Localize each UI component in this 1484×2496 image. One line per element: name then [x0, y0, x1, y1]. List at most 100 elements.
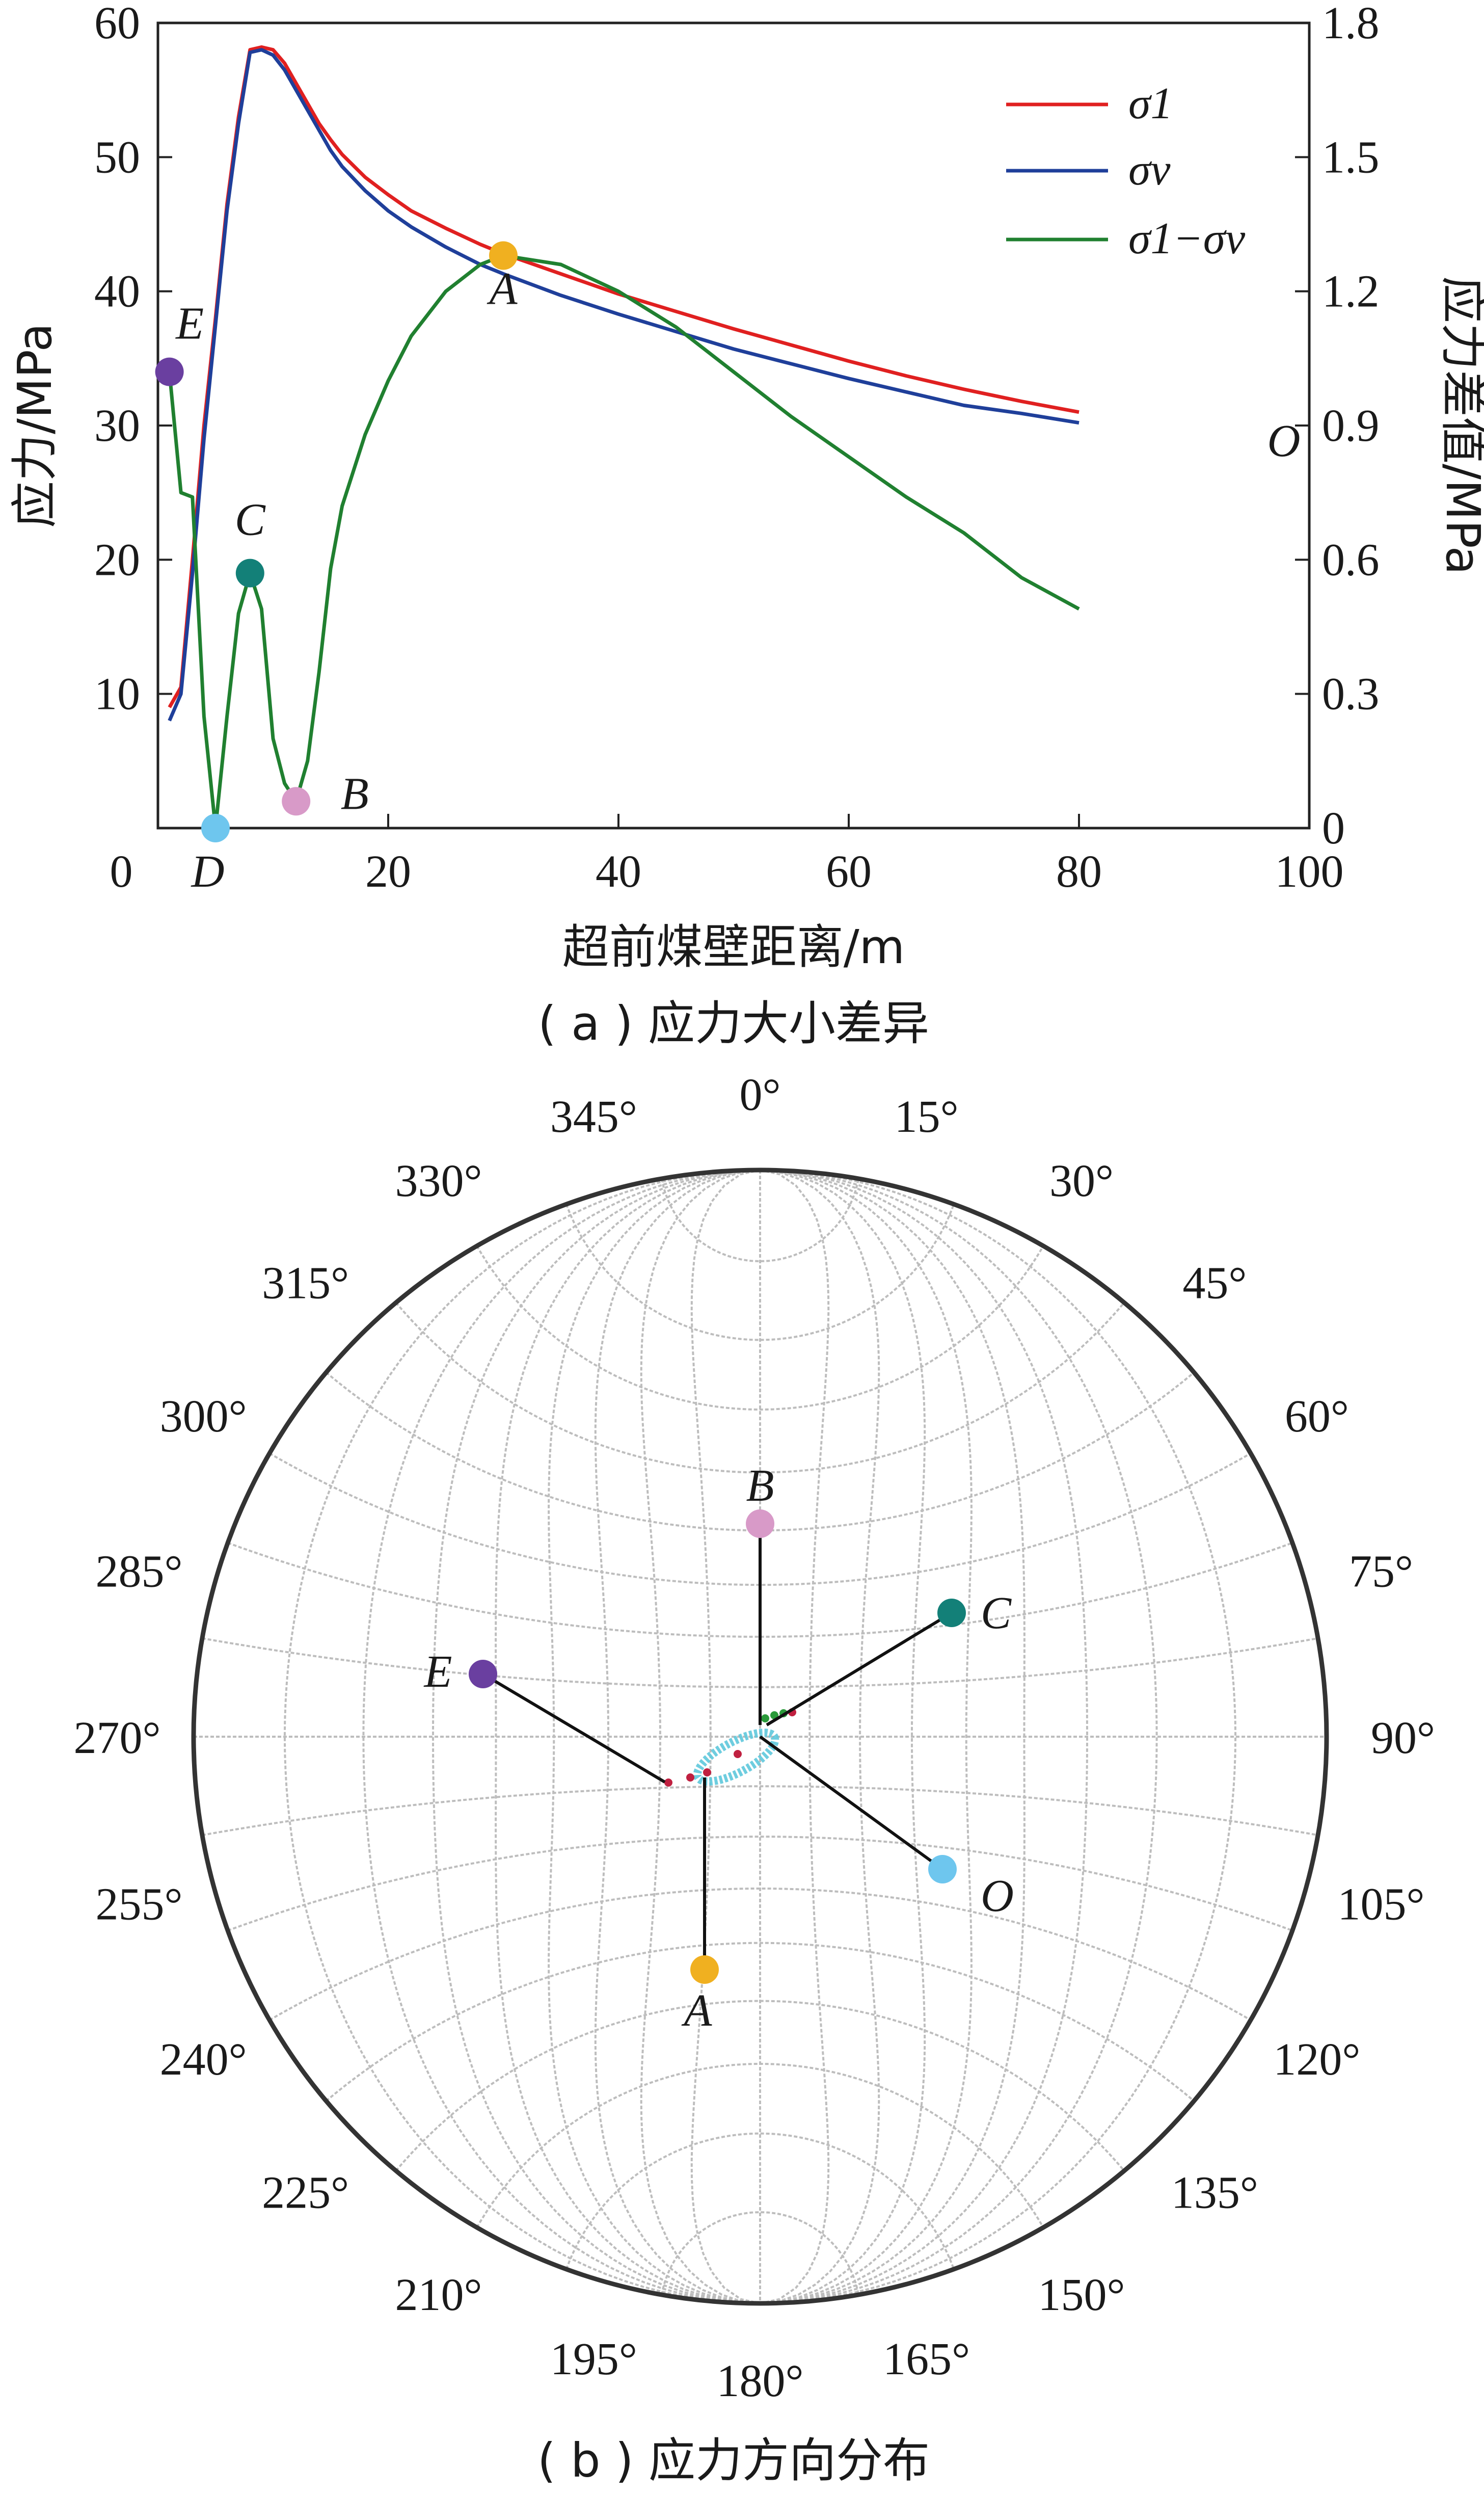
y2-tick-label: 1.5 — [1322, 132, 1380, 182]
red-marker — [664, 1778, 672, 1787]
azimuth-label: 240° — [160, 2034, 247, 2085]
azimuth-label: 60° — [1285, 1391, 1349, 1442]
y-axis-label: 应力/MPa — [8, 323, 62, 528]
x-tick-label: 60 — [826, 846, 872, 897]
y-tick-label: 50 — [94, 132, 140, 182]
tick-labels: 0 20 40 60 80 100 10 20 30 40 50 60 0 0.3 0.6 0.9 1.2 1.5… — [94, 0, 1380, 897]
series-line — [168, 48, 1080, 722]
meridian — [760, 1170, 1237, 2303]
azimuth-label: 120° — [1273, 2034, 1360, 2085]
y-tick-label: 20 — [94, 535, 140, 585]
stereonet-grid — [194, 1170, 1327, 2303]
parallel — [325, 1942, 1195, 2102]
x-axis-label: 超前煤壁距离/m — [562, 920, 905, 974]
point-A — [690, 1955, 719, 1984]
point-B — [746, 1509, 774, 1538]
point-E — [469, 1660, 497, 1688]
parallel — [227, 1836, 1293, 1932]
legend: σ1 σv σ1−σv — [1006, 79, 1246, 263]
azimuth-label: 210° — [395, 2270, 482, 2320]
stress-magnitude-chart: 0 20 40 60 80 100 10 20 30 40 50 60 0 0.3 0.6 0.9 1.2 1.5… — [8, 0, 1484, 1051]
azimuth-label: 330° — [395, 1156, 482, 1206]
y2-tick-label: 0 — [1322, 803, 1345, 854]
y2-axis-label: 应力差值/MPa — [1436, 276, 1484, 575]
y2-tick-label: 0.6 — [1322, 535, 1380, 585]
leader-line-C — [766, 1611, 953, 1727]
legend-label-sigma1: σ1 — [1128, 79, 1173, 128]
label-O: O — [981, 1871, 1014, 1921]
legend-label-diff: σ1−σv — [1128, 214, 1246, 263]
label-D: D — [191, 846, 225, 897]
azimuth-label: 255° — [96, 1879, 183, 1930]
azimuth-label: 225° — [262, 2167, 349, 2218]
x-tick-label: 20 — [365, 846, 411, 897]
parallel — [565, 1204, 955, 1341]
azimuth-label: 195° — [550, 2334, 637, 2384]
parallel — [202, 1785, 1318, 1837]
azimuth-label: 345° — [550, 1092, 637, 1142]
azimuth-label: 315° — [262, 1258, 349, 1309]
label-B: B — [341, 768, 369, 819]
x-tick-label: 100 — [1275, 846, 1344, 897]
azimuth-label: 270° — [74, 1713, 161, 1763]
y-tick-label: 40 — [94, 267, 140, 317]
azimuth-label: 285° — [96, 1546, 183, 1597]
label-O: O — [1267, 416, 1301, 466]
series-line — [168, 45, 1080, 708]
cluster-loop — [693, 1729, 779, 1786]
red-marker — [703, 1768, 711, 1776]
y2-tick-label: 1.2 — [1322, 267, 1380, 317]
point-E — [155, 357, 184, 386]
red-marker — [734, 1750, 742, 1758]
parallel — [565, 2132, 955, 2270]
point-A — [489, 241, 518, 270]
meridian — [362, 1170, 761, 2303]
x-tick-label: 40 — [596, 846, 641, 897]
series-lines — [168, 45, 1080, 830]
label-C: C — [235, 495, 266, 545]
caption-a: ( a ) 应力大小差异 — [538, 996, 929, 1051]
point-D — [201, 814, 230, 842]
azimuth-label: 15° — [895, 1092, 959, 1142]
y2-tick-label: 0.9 — [1322, 401, 1380, 451]
azimuth-label: 75° — [1349, 1546, 1413, 1597]
label-E: E — [175, 299, 204, 349]
leader-lines — [482, 1524, 953, 1970]
label-B: B — [746, 1461, 774, 1511]
parallel — [227, 1542, 1293, 1638]
azimuth-label: 0° — [740, 1070, 781, 1120]
parallel — [269, 1452, 1251, 1586]
y-tick-label: 30 — [94, 401, 140, 451]
azimuth-label: 105° — [1337, 1879, 1424, 1930]
label-A: A — [487, 263, 518, 314]
caption-b: ( b ) 应力方向分布 — [537, 2433, 930, 2488]
x-tick-label: 80 — [1056, 846, 1102, 897]
label-A: A — [682, 1985, 713, 2036]
stereonet-outline — [191, 1167, 1329, 2306]
plot-frame — [156, 21, 1311, 830]
y2-tick-label: 0.3 — [1322, 669, 1380, 720]
azimuth-label: 165° — [883, 2334, 970, 2384]
azimuth-labels: 0° 15° 30° 45° 60° 75° 90° 105° 120° 135° 150° 165°… — [74, 1070, 1436, 2406]
legend-label-sigmav: σv — [1128, 145, 1171, 195]
y-tick-label: 60 — [94, 0, 140, 48]
stereonet-points: B C E O A — [423, 1461, 1014, 2036]
labeled-points: E D C B A O — [155, 241, 1301, 897]
label-C: C — [981, 1588, 1012, 1638]
point-O — [928, 1855, 957, 1883]
leader-line-O — [759, 1735, 943, 1871]
parallel — [476, 1245, 1044, 1411]
axis-ticks — [158, 156, 1309, 828]
azimuth-label: 90° — [1371, 1713, 1435, 1763]
label-E: E — [423, 1647, 452, 1697]
x-tick-label: 0 — [110, 846, 133, 897]
point-C — [937, 1599, 966, 1627]
azimuth-label: 135° — [1171, 2167, 1258, 2218]
y-tick-label: 10 — [94, 669, 140, 720]
parallel — [395, 1302, 1125, 1474]
meridian — [760, 1170, 1089, 2303]
meridian — [760, 1170, 880, 2303]
azimuth-label: 300° — [160, 1391, 247, 1442]
azimuth-label: 45° — [1182, 1258, 1247, 1309]
